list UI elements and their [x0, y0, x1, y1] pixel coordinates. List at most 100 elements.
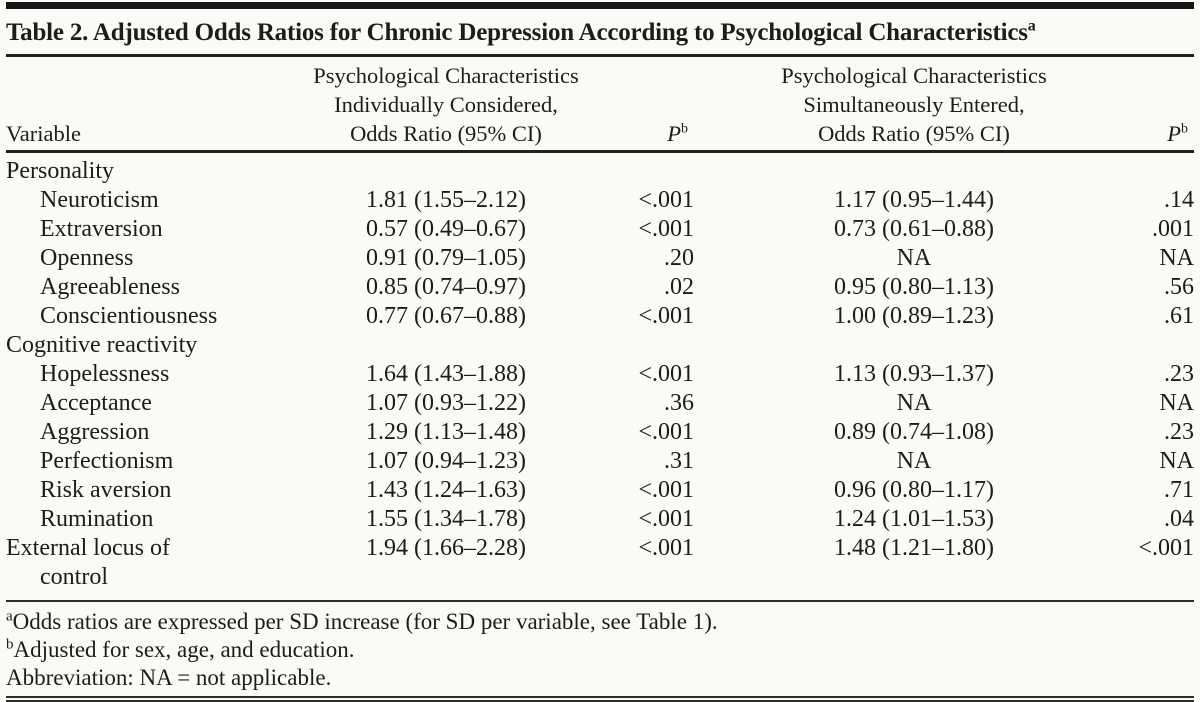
top-rule-bar	[6, 2, 1194, 9]
table-row: Extraversion 0.57 (0.49–0.67) <.001 0.73…	[6, 215, 1194, 244]
or-individual-cell: 1.07 (0.94–1.23)	[366, 448, 526, 474]
p-individual-cell: .02	[664, 274, 694, 300]
row-label: External locus of control	[6, 535, 170, 590]
or-simultaneous-cell: 1.13 (0.93–1.37)	[834, 361, 994, 387]
row-label: Hopelessness	[40, 361, 170, 387]
p-simultaneous-cell: .23	[1164, 419, 1194, 445]
table-row: Cognitive reactivity	[6, 331, 1194, 360]
or-individual-cell: 0.91 (0.79–1.05)	[366, 245, 526, 271]
p-individual-cell: .36	[664, 390, 694, 416]
p-label: P	[1167, 121, 1181, 146]
or-simultaneous-cell: 0.73 (0.61–0.88)	[834, 216, 994, 242]
individual-header-line2: Individually Considered,	[334, 92, 558, 117]
footnote-text: Odds ratios are expressed per SD increas…	[12, 609, 718, 634]
table-row: Agreeableness 0.85 (0.74–0.97) .02 0.95 …	[6, 273, 1194, 302]
p-simultaneous-cell: NA	[1159, 390, 1194, 416]
or-individual-cell: 1.81 (1.55–2.12)	[366, 187, 526, 213]
p-individual-cell: <.001	[638, 187, 694, 213]
title-footnote-marker: a	[1027, 17, 1036, 35]
row-label: Conscientiousness	[40, 303, 218, 329]
table-footnotes: aOdds ratios are expressed per SD increa…	[6, 602, 1194, 696]
row-label: Openness	[40, 245, 134, 271]
variable-column-header: Variable	[6, 121, 81, 146]
p-simultaneous-column-header: Pb	[1134, 119, 1194, 148]
row-label: Risk aversion	[40, 477, 172, 503]
footnote-b: bAdjusted for sex, age, and education.	[6, 636, 1194, 664]
or-individual-cell: 1.07 (0.93–1.22)	[366, 390, 526, 416]
p-simultaneous-cell: .23	[1164, 361, 1194, 387]
table-row: Personality	[6, 157, 1194, 186]
row-label: Neuroticism	[40, 187, 159, 213]
individual-header-line1: Psychological Characteristics	[313, 63, 579, 88]
p-footnote-marker: b	[681, 121, 688, 137]
p-footnote-marker: b	[1181, 121, 1188, 137]
simultaneous-header-line1: Psychological Characteristics	[781, 63, 1047, 88]
table-row: Risk aversion 1.43 (1.24–1.63) <.001 0.9…	[6, 476, 1194, 505]
bottom-double-rule	[6, 696, 1194, 702]
table-row: Openness 0.91 (0.79–1.05) .20 NA NA	[6, 244, 1194, 273]
footnote-text: Adjusted for sex, age, and education.	[13, 637, 355, 662]
table-title: Table 2. Adjusted Odds Ratios for Chroni…	[6, 9, 1194, 57]
table-body: Personality Neuroticism 1.81 (1.55–2.12)…	[6, 153, 1194, 602]
table-row: External locus of control 1.94 (1.66–2.2…	[6, 534, 1194, 592]
or-simultaneous-cell: NA	[896, 390, 932, 416]
or-individual-cell: 0.57 (0.49–0.67)	[366, 216, 526, 242]
p-individual-cell: <.001	[638, 506, 694, 532]
individual-header-line3: Odds Ratio (95% CI)	[350, 121, 542, 146]
or-individual-cell: 0.77 (0.67–0.88)	[366, 303, 526, 329]
or-individual-cell: 1.64 (1.43–1.88)	[366, 361, 526, 387]
table-row: Perfectionism 1.07 (0.94–1.23) .31 NA NA	[6, 447, 1194, 476]
or-simultaneous-cell: 1.48 (1.21–1.80)	[834, 535, 994, 561]
individual-group-header: Psychological Characteristics Individual…	[286, 61, 606, 148]
p-individual-cell: <.001	[638, 216, 694, 242]
p-simultaneous-cell: NA	[1159, 245, 1194, 271]
p-individual-cell: <.001	[638, 303, 694, 329]
table-row: Conscientiousness 0.77 (0.67–0.88) <.001…	[6, 302, 1194, 331]
or-individual-cell: 1.55 (1.34–1.78)	[366, 506, 526, 532]
table-row: Hopelessness 1.64 (1.43–1.88) <.001 1.13…	[6, 360, 1194, 389]
or-simultaneous-cell: NA	[896, 245, 932, 271]
or-individual-cell: 0.85 (0.74–0.97)	[366, 274, 526, 300]
simultaneous-header-line3: Odds Ratio (95% CI)	[818, 121, 1010, 146]
or-simultaneous-cell: 0.96 (0.80–1.17)	[834, 477, 994, 503]
row-label: Personality	[6, 158, 114, 184]
p-simultaneous-cell: .001	[1152, 216, 1194, 242]
p-label: P	[667, 121, 681, 146]
p-individual-cell: <.001	[638, 419, 694, 445]
p-individual-cell: <.001	[638, 361, 694, 387]
table-row: Neuroticism 1.81 (1.55–2.12) <.001 1.17 …	[6, 186, 1194, 215]
p-simultaneous-cell: .14	[1164, 187, 1194, 213]
footnote-abbreviation: Abbreviation: NA = not applicable.	[6, 664, 1194, 692]
table-row: Acceptance 1.07 (0.93–1.22) .36 NA NA	[6, 389, 1194, 418]
or-individual-cell: 1.94 (1.66–2.28)	[366, 535, 526, 561]
or-simultaneous-cell: 0.95 (0.80–1.13)	[834, 274, 994, 300]
table-title-text: Table 2. Adjusted Odds Ratios for Chroni…	[6, 19, 1028, 46]
p-individual-cell: <.001	[638, 477, 694, 503]
table-row: Aggression 1.29 (1.13–1.48) <.001 0.89 (…	[6, 418, 1194, 447]
p-individual-column-header: Pb	[606, 119, 694, 148]
row-label: Agreeableness	[40, 274, 180, 300]
p-simultaneous-cell: NA	[1159, 448, 1194, 474]
p-individual-cell: .31	[664, 448, 694, 474]
p-simultaneous-cell: .56	[1164, 274, 1194, 300]
row-label: Perfectionism	[40, 448, 174, 474]
p-individual-cell: .20	[664, 245, 694, 271]
row-label: Acceptance	[40, 390, 152, 416]
footnote-marker: a	[6, 608, 13, 625]
simultaneous-header-line2: Simultaneously Entered,	[803, 92, 1025, 117]
or-simultaneous-cell: NA	[896, 448, 932, 474]
or-individual-cell: 1.29 (1.13–1.48)	[366, 419, 526, 445]
footnote-marker: b	[6, 636, 14, 653]
or-simultaneous-cell: 1.24 (1.01–1.53)	[834, 506, 994, 532]
footnote-a: aOdds ratios are expressed per SD increa…	[6, 608, 1194, 636]
footnote-text: Abbreviation: NA = not applicable.	[6, 665, 332, 690]
row-label: Extraversion	[40, 216, 163, 242]
p-simultaneous-cell: <.001	[1138, 535, 1194, 561]
table-header-row: Variable Psychological Characteristics I…	[6, 57, 1194, 153]
p-simultaneous-cell: .04	[1164, 506, 1194, 532]
or-simultaneous-cell: 1.00 (0.89–1.23)	[834, 303, 994, 329]
or-simultaneous-cell: 1.17 (0.95–1.44)	[834, 187, 994, 213]
p-individual-cell: <.001	[638, 535, 694, 561]
table-row: Rumination 1.55 (1.34–1.78) <.001 1.24 (…	[6, 505, 1194, 534]
